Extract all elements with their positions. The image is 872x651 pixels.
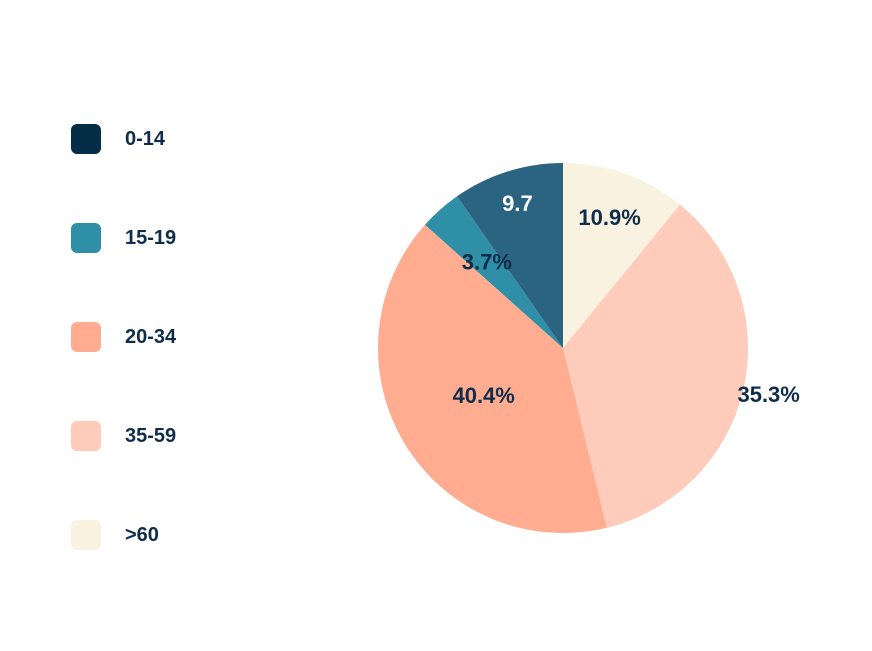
pie-slice-0-14 xyxy=(457,163,563,348)
pie-slice-15-19 xyxy=(425,196,563,348)
legend-swatch-35-59 xyxy=(71,421,101,451)
legend-swatch-over-60 xyxy=(71,520,101,550)
data-label-over-60: 10.9% xyxy=(578,205,640,230)
legend-label-35-59: 35-59 xyxy=(125,424,177,447)
legend-item-15-19: 15-19 xyxy=(71,223,176,253)
data-label-20-34: 40.4% xyxy=(452,383,514,408)
legend-label-15-19: 15-19 xyxy=(125,226,177,249)
pie-slice-20-34 xyxy=(377,224,607,534)
legend-label-20-34: 20-34 xyxy=(125,325,177,348)
data-label-0-14: 9.7 xyxy=(502,191,533,216)
legend-swatch-20-34 xyxy=(71,322,101,352)
data-label-35-59: 35.3% xyxy=(737,382,799,407)
legend-label-0-14: 0-14 xyxy=(125,127,166,150)
legend-swatch-15-19 xyxy=(71,223,101,253)
pie-labels: 10.9% 35.3% 40.4% 3.7% 9.7 xyxy=(452,191,799,408)
pie-slice-over-60 xyxy=(563,163,681,348)
legend-swatch-0-14 xyxy=(71,124,101,154)
legend-label-over-60: >60 xyxy=(125,523,159,546)
pie-slice-35-59 xyxy=(563,204,749,528)
legend-item-20-34: 20-34 xyxy=(71,322,176,352)
legend-item-0-14: 0-14 xyxy=(71,124,165,154)
pie-slices xyxy=(377,163,749,534)
legend: 0-14 15-19 20-34 35-59 >60 xyxy=(71,124,271,554)
legend-item-35-59: 35-59 xyxy=(71,421,176,451)
data-label-15-19: 3.7% xyxy=(462,250,512,275)
legend-item-over-60: >60 xyxy=(71,520,159,550)
